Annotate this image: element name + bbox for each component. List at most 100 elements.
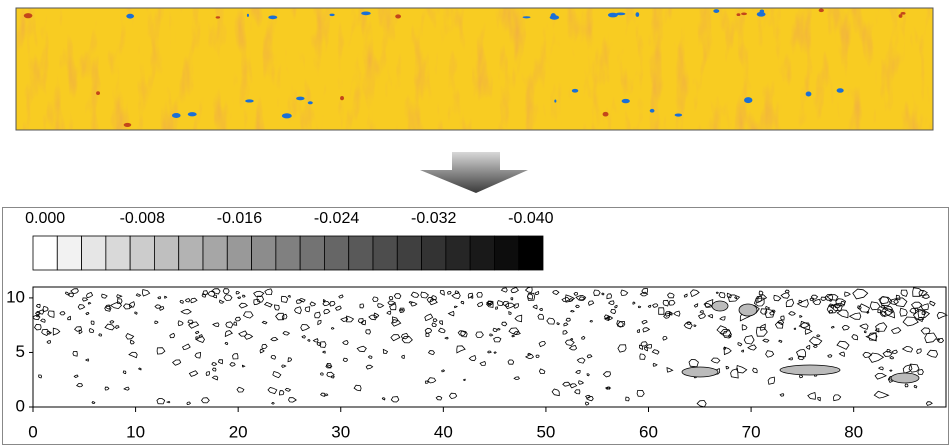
- contour-line: [668, 311, 673, 316]
- contour-line: [85, 312, 90, 316]
- contour-line: [889, 356, 895, 360]
- contour-line: [765, 305, 771, 310]
- contour-line: [902, 316, 919, 327]
- contour-line: [780, 292, 790, 299]
- contour-line: [827, 354, 833, 358]
- colorbar: 0.000 -0.008 -0.016 -0.024 -0.032 -0.040: [25, 210, 554, 271]
- contour-line: [242, 294, 246, 298]
- contour-line: [578, 296, 586, 301]
- x-tick-label: 10: [126, 422, 145, 441]
- contour-line: [104, 305, 112, 312]
- speck: [245, 99, 254, 103]
- contour-line: [652, 303, 659, 308]
- contour-line: [393, 293, 402, 299]
- contour-line: [137, 367, 142, 371]
- contour-line: [372, 296, 379, 303]
- contour-line: [570, 338, 574, 341]
- contour-line: [537, 313, 544, 320]
- contour-line: [581, 335, 586, 340]
- contour-line: [740, 349, 745, 353]
- contour-line: [179, 299, 184, 304]
- contour-line: [435, 395, 443, 401]
- contour-line: [758, 290, 764, 296]
- contour-line: [84, 358, 90, 362]
- contour-line: [841, 324, 850, 331]
- contour-line: [135, 293, 142, 297]
- contour-line: [851, 334, 859, 341]
- contour-line: [662, 336, 668, 341]
- speck: [268, 15, 278, 20]
- contour-line: [809, 297, 815, 302]
- speck: [713, 9, 720, 13]
- contour-line: [233, 321, 238, 326]
- contour-line: [87, 302, 92, 305]
- contour-line: [225, 321, 234, 329]
- heat-specks: [23, 8, 906, 127]
- contour-line: [937, 337, 944, 343]
- x-tick-label: 30: [331, 422, 350, 441]
- contour-line: [920, 327, 931, 335]
- contour-line: [683, 293, 688, 298]
- contour-line: [889, 369, 893, 372]
- contour-line: [123, 386, 130, 391]
- contour-line: [610, 308, 617, 314]
- contour-line: [508, 310, 512, 315]
- contour-line: [788, 311, 796, 316]
- contour-line: [747, 344, 757, 351]
- contour-line: [188, 370, 199, 377]
- x-tick-label: 0: [28, 422, 37, 441]
- contour-line: [929, 300, 936, 307]
- contour-line: [154, 320, 159, 325]
- contour-line: [793, 327, 797, 330]
- contour-line: [410, 301, 418, 307]
- contour-line: [666, 292, 675, 299]
- contour-line: [253, 290, 265, 298]
- contour-line: [234, 316, 241, 322]
- colorbar-swatch: [226, 235, 252, 271]
- contour-line: [253, 298, 261, 306]
- contour-line: [427, 350, 436, 356]
- contour-line: [784, 289, 790, 294]
- contour-line: [263, 301, 273, 308]
- contour-line: [359, 303, 365, 309]
- contour-line: [322, 301, 331, 307]
- contour-line: [575, 304, 580, 309]
- contour-line: [190, 297, 198, 304]
- contour-line: [569, 309, 575, 313]
- colorbar-swatch: [518, 235, 544, 271]
- contour-line: [779, 393, 785, 397]
- contour-line: [909, 308, 917, 314]
- contour-line: [235, 291, 241, 295]
- contour-line: [921, 294, 930, 299]
- contour-line: [224, 330, 233, 338]
- contour-line: [614, 304, 618, 309]
- contour-line: [365, 364, 374, 370]
- contour-line: [476, 292, 483, 298]
- contour-line: [593, 289, 601, 296]
- contour-line: [424, 380, 430, 384]
- contour-line: [852, 288, 869, 300]
- contour-line: [104, 304, 111, 310]
- contour-line: [64, 291, 69, 296]
- contour-line: [205, 371, 211, 376]
- contour-line: [693, 324, 697, 327]
- contour-line: [589, 320, 593, 323]
- contour-line: [282, 331, 291, 336]
- colorbar-label: -0.032: [411, 210, 456, 227]
- speck: [621, 98, 630, 104]
- contour-line: [212, 322, 220, 327]
- contour-line: [487, 350, 492, 354]
- contour-line: [936, 311, 948, 320]
- contour-line: [725, 365, 730, 370]
- contour-line: [134, 311, 138, 315]
- plot-frame: [32, 286, 947, 408]
- contour-line: [715, 291, 719, 294]
- contour-line: [325, 364, 333, 369]
- contour-line: [568, 298, 574, 302]
- contour-line: [217, 359, 223, 365]
- contour-line: [647, 304, 652, 308]
- contour-line: [513, 331, 521, 336]
- contour-line: [271, 401, 275, 405]
- x-tick-label: 50: [536, 422, 555, 441]
- colorbar-swatch: [348, 235, 374, 271]
